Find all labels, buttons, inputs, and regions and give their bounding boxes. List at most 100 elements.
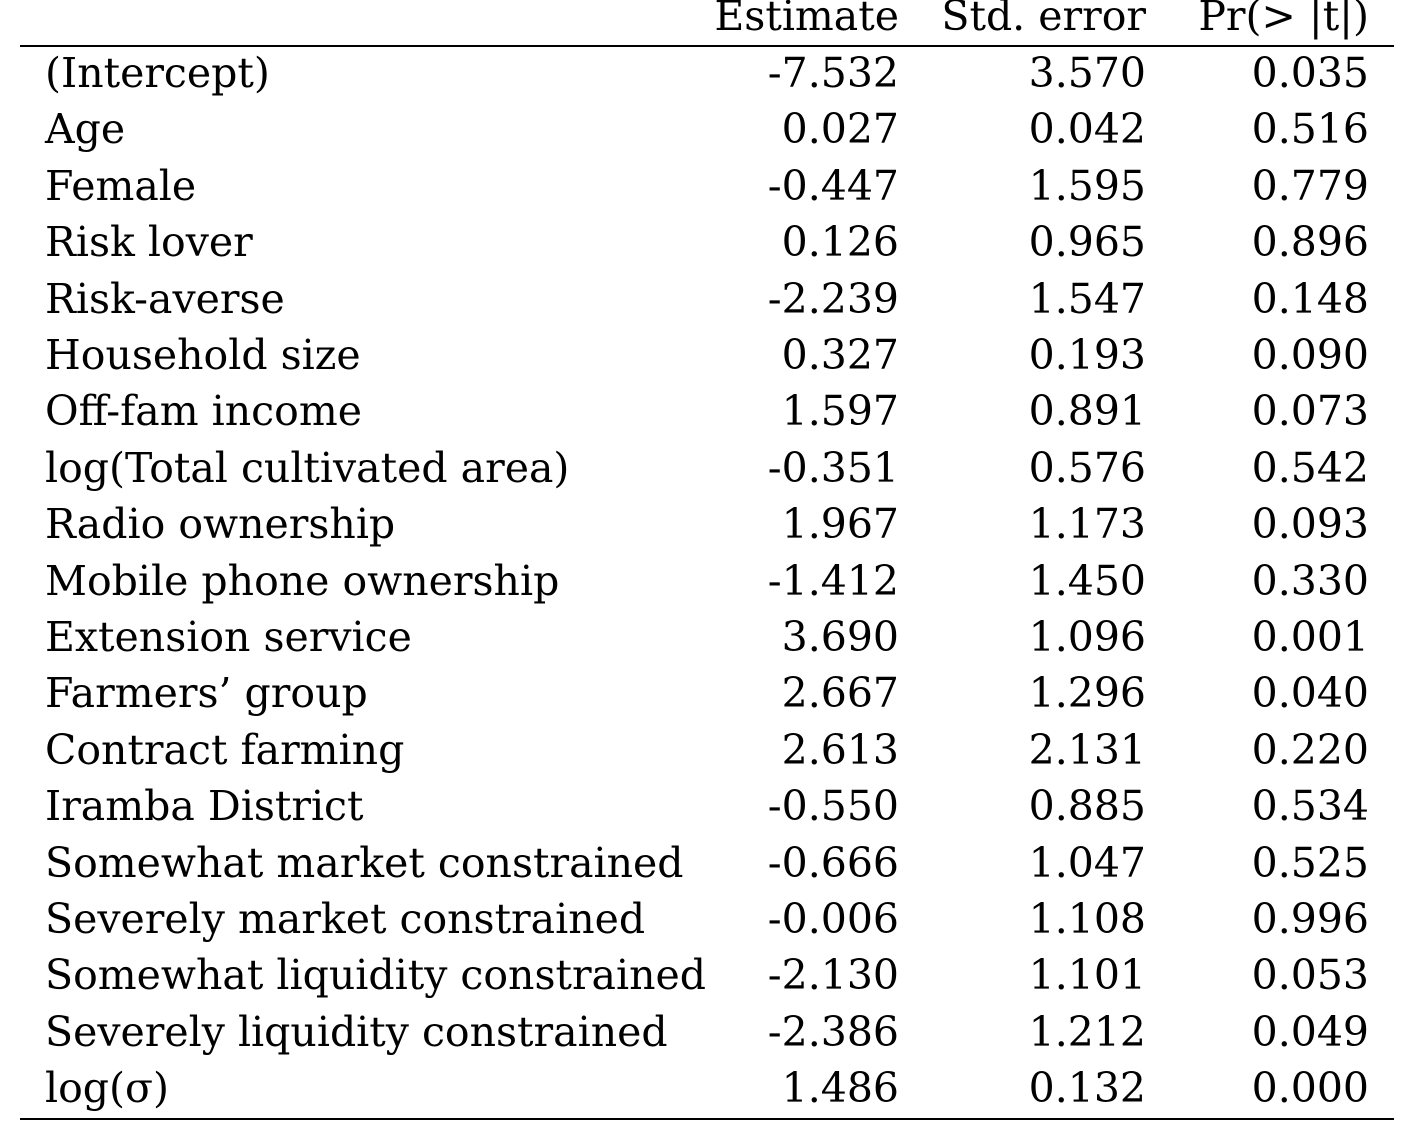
table-row: Farmers’ group 2.667 1.296 0.040 — [20, 665, 1394, 721]
std-error-cell: 0.132 — [1028, 1064, 1146, 1113]
std-error-cell: 1.296 — [1028, 669, 1146, 718]
p-value-cell: 0.525 — [1251, 838, 1369, 887]
std-error-cell: 1.450 — [1028, 556, 1146, 605]
p-value-cell: 0.053 — [1251, 951, 1369, 1000]
table-row: Somewhat market constrained -0.666 1.047 0.… — [20, 835, 1394, 891]
estimate-cell: 1.597 — [781, 387, 899, 436]
variable-cell: Contract farming — [45, 725, 405, 774]
variable-cell: Radio ownership — [45, 500, 396, 549]
p-value-cell: 0.090 — [1251, 331, 1369, 379]
p-value-cell: 0.148 — [1251, 274, 1369, 323]
estimate-cell: -7.532 — [767, 49, 899, 97]
estimate-cell: 2.667 — [781, 669, 899, 718]
variable-cell: Iramba District — [45, 782, 364, 831]
variable-cell: Age — [45, 105, 126, 154]
table-row: Age 0.027 0.042 0.516 — [20, 101, 1394, 157]
table-row: Mobile phone ownership -1.412 1.450 0.330 — [20, 553, 1394, 609]
p-value-cell: 0.035 — [1251, 49, 1369, 97]
p-value-cell: 0.000 — [1251, 1064, 1369, 1113]
p-value-cell: 0.040 — [1251, 669, 1369, 718]
bottom-rule — [20, 1118, 1394, 1120]
p-value-cell: 0.001 — [1251, 613, 1369, 661]
std-error-cell: 2.131 — [1028, 725, 1146, 774]
table-row: Radio ownership 1.967 1.173 0.093 — [20, 496, 1394, 552]
estimate-cell: -0.550 — [767, 782, 899, 831]
std-error-cell: 1.595 — [1028, 161, 1146, 210]
p-value-cell: 0.073 — [1251, 387, 1369, 436]
variable-cell: Farmers’ group — [45, 669, 368, 718]
p-value-cell: 0.049 — [1251, 1007, 1369, 1056]
variable-cell: log(σ) — [45, 1064, 170, 1113]
header-std-error: Std. error — [941, 0, 1146, 40]
variable-cell: Somewhat market constrained — [45, 838, 684, 887]
estimate-cell: -2.239 — [767, 274, 899, 323]
variable-cell: Household size — [45, 331, 361, 379]
std-error-cell: 3.570 — [1028, 49, 1146, 97]
std-error-cell: 0.193 — [1028, 331, 1146, 379]
std-error-cell: 0.965 — [1028, 218, 1146, 267]
header-estimate: Estimate — [714, 0, 899, 40]
estimate-cell: 0.126 — [781, 218, 899, 267]
p-value-cell: 0.542 — [1251, 443, 1369, 492]
estimate-cell: 3.690 — [781, 613, 899, 661]
p-value-cell: 0.896 — [1251, 218, 1369, 267]
estimate-cell: -2.130 — [767, 951, 899, 1000]
variable-cell: log(Total cultivated area) — [45, 443, 570, 492]
estimate-cell: -0.666 — [767, 838, 899, 887]
estimate-cell: 1.486 — [781, 1064, 899, 1113]
table-row: Risk-averse -2.239 1.547 0.148 — [20, 271, 1394, 327]
estimate-cell: -0.006 — [767, 895, 899, 943]
table-row: log(Total cultivated area) -0.351 0.576 0.5… — [20, 440, 1394, 496]
estimate-cell: 1.967 — [781, 500, 899, 549]
table-row: Extension service 3.690 1.096 0.001 — [20, 609, 1394, 665]
p-value-cell: 0.516 — [1251, 105, 1369, 154]
table-row: Household size 0.327 0.193 0.090 — [20, 327, 1394, 383]
table-row: log(σ) 1.486 0.132 0.000 — [20, 1060, 1394, 1116]
std-error-cell: 0.885 — [1028, 782, 1146, 831]
table-row: Iramba District -0.550 0.885 0.534 — [20, 778, 1394, 834]
table-row: Severely market constrained -0.006 1.108 0.… — [20, 891, 1394, 947]
p-value-cell: 0.996 — [1251, 895, 1369, 943]
std-error-cell: 1.096 — [1028, 613, 1146, 661]
estimate-cell: 0.327 — [781, 331, 899, 379]
p-value-cell: 0.779 — [1251, 161, 1369, 210]
variable-cell: Severely liquidity constrained — [45, 1007, 668, 1056]
variable-cell: Severely market constrained — [45, 895, 646, 943]
table-row: Risk lover 0.126 0.965 0.896 — [20, 214, 1394, 270]
table-row: Severely liquidity constrained -2.386 1.21… — [20, 1004, 1394, 1060]
p-value-cell: 0.093 — [1251, 500, 1369, 549]
header-p-value: Pr(> |t|) — [1198, 0, 1369, 40]
variable-cell: Off-fam income — [45, 387, 362, 436]
variable-cell: (Intercept) — [45, 49, 270, 97]
variable-cell: Risk-averse — [45, 274, 285, 323]
variable-cell: Risk lover — [45, 218, 253, 267]
variable-cell: Extension service — [45, 613, 412, 661]
table-row: Contract farming 2.613 2.131 0.220 — [20, 722, 1394, 778]
table-row: (Intercept) -7.532 3.570 0.035 — [20, 45, 1394, 101]
std-error-cell: 0.576 — [1028, 443, 1146, 492]
p-value-cell: 0.330 — [1251, 556, 1369, 605]
estimate-cell: 2.613 — [781, 725, 899, 774]
std-error-cell: 1.173 — [1028, 500, 1146, 549]
variable-cell: Somewhat liquidity constrained — [45, 951, 707, 1000]
top-rule — [20, 45, 1394, 47]
std-error-cell: 1.108 — [1028, 895, 1146, 943]
std-error-cell: 0.891 — [1028, 387, 1146, 436]
estimate-cell: 0.027 — [781, 105, 899, 154]
estimate-cell: -1.412 — [767, 556, 899, 605]
std-error-cell: 1.547 — [1028, 274, 1146, 323]
std-error-cell: 1.047 — [1028, 838, 1146, 887]
estimate-cell: -2.386 — [767, 1007, 899, 1056]
p-value-cell: 0.220 — [1251, 725, 1369, 774]
variable-cell: Mobile phone ownership — [45, 556, 560, 605]
table-row: Off-fam income 1.597 0.891 0.073 — [20, 383, 1394, 439]
estimate-cell: -0.351 — [767, 443, 899, 492]
p-value-cell: 0.534 — [1251, 782, 1369, 831]
std-error-cell: 0.042 — [1028, 105, 1146, 154]
variable-cell: Female — [45, 161, 197, 210]
table-row: Somewhat liquidity constrained -2.130 1.10… — [20, 947, 1394, 1003]
estimate-cell: -0.447 — [767, 161, 899, 210]
table-header-row: Estimate Std. error Pr(> |t|) — [20, 0, 1394, 44]
table-row: Female -0.447 1.595 0.779 — [20, 158, 1394, 214]
